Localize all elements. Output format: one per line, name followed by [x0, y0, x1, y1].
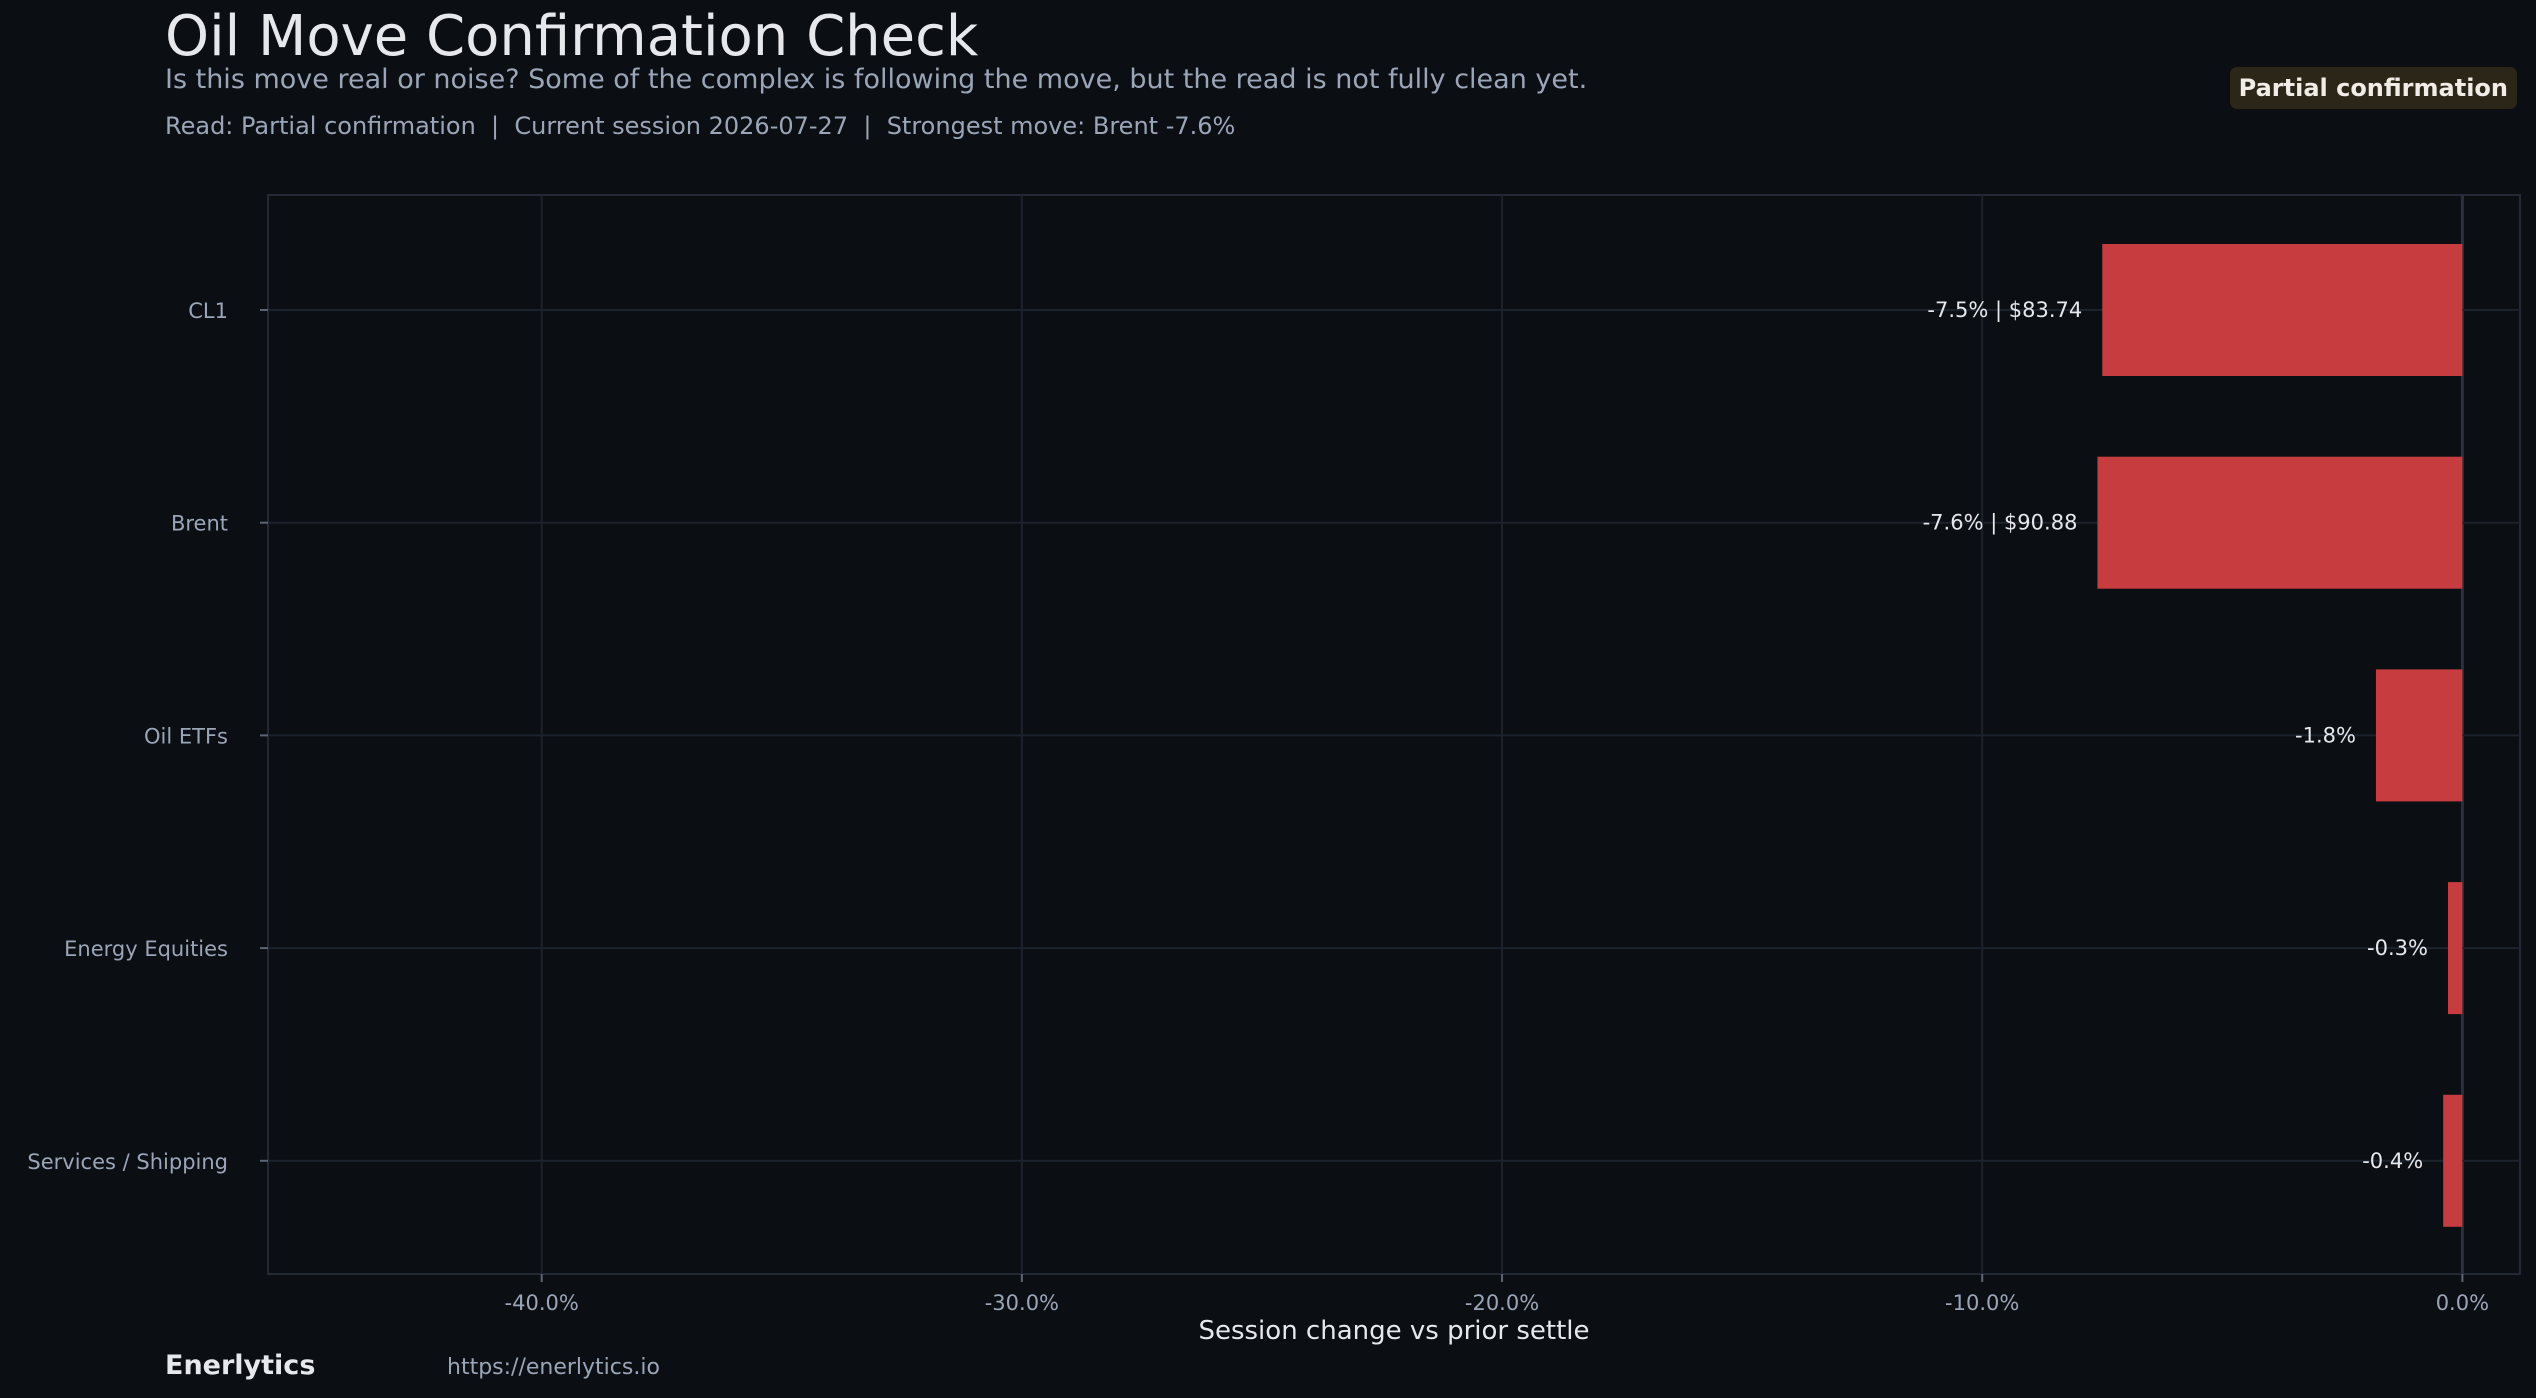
x-tick-label: -20.0% [1465, 1291, 1539, 1315]
bar [2447, 882, 2463, 1015]
x-tick-label: 0.0% [2436, 1291, 2489, 1315]
category-label: Oil ETFs [144, 724, 228, 748]
x-tick-label: -40.0% [505, 1291, 579, 1315]
bar [2375, 669, 2463, 802]
category-label: Services / Shipping [27, 1150, 228, 1174]
data-label: -0.4% [2362, 1149, 2423, 1173]
category-label: Brent [171, 512, 228, 536]
page-subtitle: Is this move real or noise? Some of the … [165, 64, 1588, 95]
bar [2097, 456, 2463, 589]
read-summary-line: Read: Partial confirmation | Current ses… [165, 112, 1236, 140]
data-label: -7.5% | $83.74 [1927, 298, 2082, 323]
footer-url-link[interactable]: https://enerlytics.io [447, 1355, 660, 1380]
status-badge: Partial confirmation [2229, 67, 2517, 109]
footer-brand: Enerlytics [165, 1350, 316, 1381]
x-tick-label: -30.0% [985, 1291, 1059, 1315]
x-tick-label: -10.0% [1945, 1291, 2019, 1315]
x-axis-title: Session change vs prior settle [1198, 1316, 1589, 1346]
bar [2102, 244, 2463, 376]
page-title: Oil Move Confirmation Check [165, 4, 979, 69]
data-label: -1.8% [2295, 723, 2356, 747]
data-label: -7.6% | $90.88 [1923, 511, 2078, 536]
bar [2443, 1094, 2463, 1227]
category-label: CL1 [188, 299, 228, 323]
data-label: -0.3% [2367, 936, 2428, 960]
category-label: Energy Equities [64, 937, 228, 961]
